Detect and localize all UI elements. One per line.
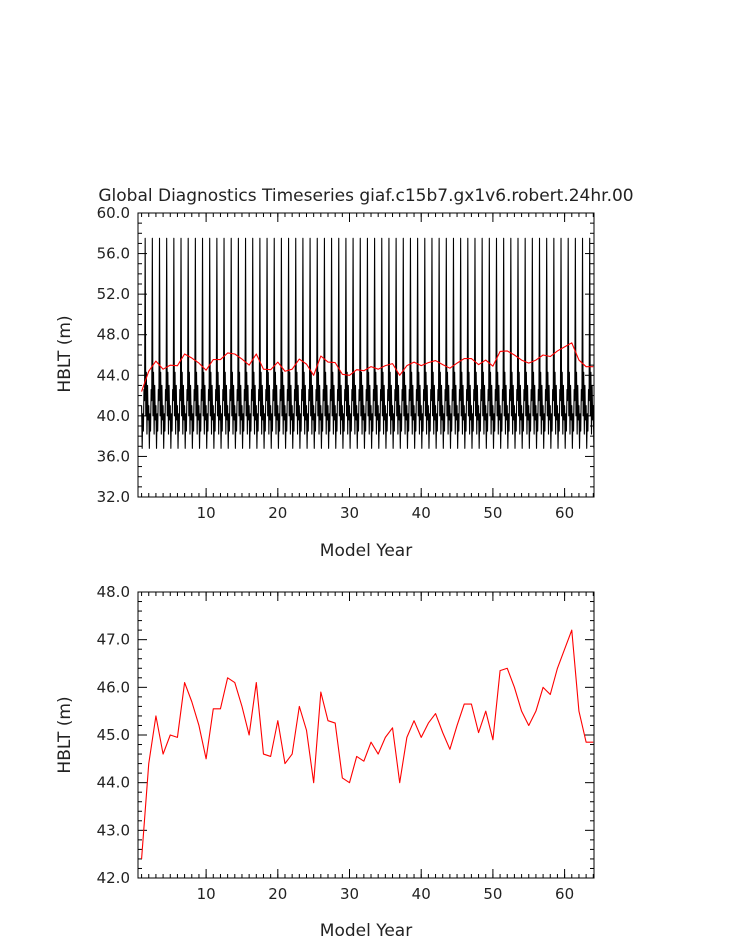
top-x-tick-label: 60	[555, 504, 574, 522]
bottom-y-tick-label: 44.0	[97, 774, 130, 792]
chart-title: Global Diagnostics Timeseries giaf.c15b7…	[98, 186, 633, 206]
top-plot-frame	[137, 212, 595, 498]
bottom-y-tick-label: 43.0	[97, 821, 130, 839]
top-chart: Global Diagnostics Timeseries giaf.c15b7…	[55, 186, 634, 561]
top-x-axis-label: Model Year	[320, 541, 412, 561]
bottom-y-tick-label: 47.0	[97, 631, 130, 649]
bottom-x-axis-label: Model Year	[320, 921, 412, 941]
bottom-series	[141, 629, 594, 859]
bottom-x-tick-label: 40	[412, 885, 431, 903]
bottom-y-axis-label: HBLT (m)	[55, 696, 75, 773]
bottom-y-tick-label: 42.0	[97, 869, 130, 887]
bottom-x-tick-label: 60	[555, 885, 574, 903]
top-x-tick-label: 50	[483, 504, 502, 522]
top-x-tick-label: 10	[197, 504, 216, 522]
top-y-tick-label: 56.0	[97, 245, 130, 263]
top-y-axis-label: HBLT (m)	[55, 315, 75, 392]
bottom-x-tick-label: 10	[197, 885, 216, 903]
top-y-tick-label: 44.0	[97, 366, 130, 384]
bottom-y-tick-label: 45.0	[97, 726, 130, 744]
top-x-tick-label: 40	[412, 504, 431, 522]
top-y-tick-label: 60.0	[97, 204, 130, 222]
bottom-y-tick-label: 46.0	[97, 678, 130, 696]
top-y-tick-label: 32.0	[97, 488, 130, 506]
top-ticks: 10 20 30 40 50 60 32.0 36.0 40.0 44.0 48.0 52.0 56.0…	[97, 204, 594, 522]
top-x-tick-label: 20	[268, 504, 287, 522]
bottom-y-tick-label: 48.0	[97, 583, 130, 601]
bottom-x-tick-label: 50	[483, 885, 502, 903]
bottom-x-tick-label: 30	[340, 885, 359, 903]
bottom-x-tick-label: 20	[268, 885, 287, 903]
top-y-tick-label: 48.0	[97, 326, 130, 344]
bottom-series-line-0	[141, 629, 594, 859]
top-x-tick-label: 30	[340, 504, 359, 522]
top-y-tick-label: 36.0	[97, 447, 130, 465]
bottom-plot-frame	[137, 591, 595, 879]
top-y-tick-label: 52.0	[97, 285, 130, 303]
top-series	[141, 237, 595, 449]
bottom-chart: HBLT (m) Model Year 10 20 30 40 50 60 42.0 43.0…	[55, 583, 595, 941]
bottom-ticks: 10 20 30 40 50 60 42.0 43.0 44.0 45.0 46.0 47.0 48.0	[97, 583, 594, 903]
top-series-line-0	[141, 237, 595, 449]
top-series-line-1	[141, 342, 594, 392]
top-y-tick-label: 40.0	[97, 407, 130, 425]
